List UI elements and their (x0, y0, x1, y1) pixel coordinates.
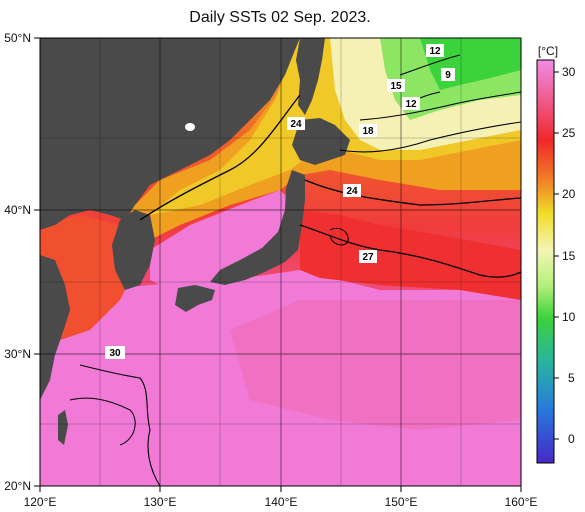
lon-label-150: 150°E (385, 495, 418, 509)
contour-label-24a: 24 (290, 119, 302, 130)
land-asia (40, 38, 300, 230)
lon-label-130: 130°E (144, 495, 177, 509)
colorbar-tick-15: 15 (562, 249, 576, 263)
colorbar-tick-25: 25 (562, 126, 576, 140)
contour-label-30: 30 (109, 348, 121, 359)
contour-label-24b: 24 (346, 186, 358, 197)
land-taiwan (58, 410, 68, 445)
colorbar-tick-5: 5 (568, 371, 575, 385)
lat-label-40: 40°N (4, 203, 31, 217)
isotherm-18 (339, 121, 521, 153)
isotherm-30 (79, 364, 161, 486)
axis-ticks (34, 37, 522, 492)
lat-label-30: 30°N (4, 347, 31, 361)
colorbar-tick-20: 20 (562, 187, 576, 201)
land-korea (112, 210, 155, 290)
contour-label-15: 15 (390, 81, 402, 92)
land-hokkaido (292, 118, 350, 165)
isotherm-15 (359, 91, 521, 121)
lat-label-50: 50°N (4, 31, 31, 45)
contour-label-12b: 12 (405, 99, 417, 110)
colorbar (536, 59, 555, 464)
contour-label-12a: 12 (429, 46, 441, 57)
colorbar-unit: [°C] (538, 44, 558, 58)
colorbar-tick-0: 0 (568, 432, 575, 446)
east-pink-region (230, 300, 521, 430)
isotherm-27 (299, 224, 521, 278)
land-china-south (40, 255, 70, 400)
minor-grid-lines (40, 38, 521, 486)
colorbar-ticks (554, 71, 559, 440)
land-sakhalin (296, 38, 325, 115)
land-kyushu (175, 285, 215, 312)
lat-label-20: 20°N (4, 479, 31, 493)
colorbar-tick-30: 30 (562, 65, 576, 79)
lon-label-120: 120°E (24, 495, 57, 509)
map-title: Daily SSTs 02 Sep. 2023. (189, 9, 371, 26)
contour-label-9: 9 (445, 70, 451, 81)
colorbar-tick-10: 10 (562, 310, 576, 324)
land-small-island (185, 123, 195, 131)
lon-label-160: 160°E (505, 495, 538, 509)
contour-label-27: 27 (362, 252, 374, 263)
contour-label-18: 18 (362, 126, 374, 137)
isotherm-30b (69, 397, 136, 446)
contour-labels: 12 9 15 12 18 24 24 27 30 (105, 44, 455, 359)
warm-eddy (329, 227, 349, 246)
isotherm-24 (139, 94, 521, 221)
lon-label-140: 140°E (265, 495, 298, 509)
